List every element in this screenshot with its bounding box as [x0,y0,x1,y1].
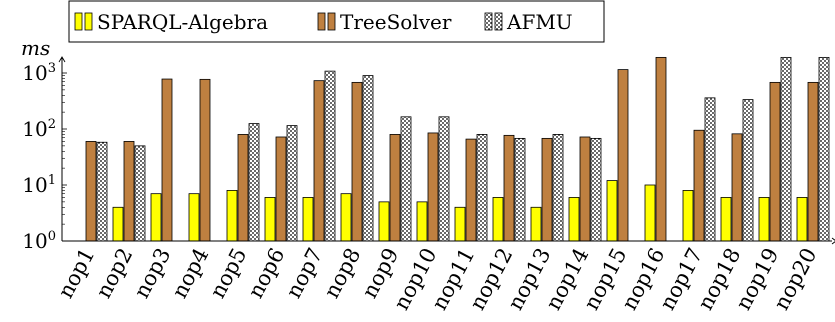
x-tick-label: nop7 [281,244,327,302]
bar [617,69,629,242]
bar [400,116,412,242]
bar [313,80,325,242]
y-axis-arrow [58,56,66,63]
bar [454,206,466,242]
bar [818,56,830,242]
bar [541,137,553,242]
bar [188,193,200,242]
bar [552,134,564,242]
legend-swatch [74,12,83,31]
bar [682,190,694,242]
x-tick-label: nop2 [91,244,137,302]
bar [378,201,390,242]
bar [503,134,515,242]
bar [123,141,135,242]
bar [96,141,108,242]
y-axis-label: ms [21,36,50,60]
bar [530,206,542,242]
legend-label: SPARQL-Algebra [97,10,268,34]
bar [514,137,526,242]
bar [161,78,173,242]
bar [579,136,591,242]
bar [199,78,211,242]
bar [731,133,743,242]
legend-swatch [317,12,326,31]
bar [704,97,716,242]
legend-label: TreeSolver [340,10,452,34]
x-tick-label: nop1 [53,244,99,302]
bar [427,132,439,242]
y-tick-label: 102 [22,117,56,141]
legend-swatch [84,12,93,31]
bar [758,197,770,242]
x-tick-label: nop8 [319,244,365,302]
legend-box [68,0,605,43]
bar [237,134,249,242]
bar [807,81,819,242]
bar [742,99,754,242]
x-tick-label: nop4 [167,244,213,302]
x-axis-arrow [831,237,835,245]
bar [606,180,618,242]
x-tick-label: nop5 [205,244,251,302]
bar [112,206,124,242]
bar [769,81,781,242]
bar [780,56,792,242]
y-tick-label: 101 [22,173,56,197]
x-tick-label: nop6 [243,244,289,302]
bar [655,56,667,242]
bar [150,193,162,242]
bar [134,145,146,242]
y-tick-label: 100 [22,229,56,253]
bar [568,197,580,242]
bar [492,197,504,242]
bar [720,197,732,242]
plot-area: 100 101 102 103 nop1nop2nop3nop4nop5nop6nop7… [21,0,835,314]
bar [85,141,97,242]
bar [644,184,656,242]
legend-swatch [494,12,503,31]
bar [796,197,808,242]
bar [264,197,276,242]
bar [693,129,705,242]
bar [590,137,602,242]
bar [275,136,287,242]
bar [302,197,314,242]
legend-label: AFMU [506,10,573,34]
legend-swatch [484,12,493,31]
bar [465,138,477,242]
legend-swatch [327,12,336,31]
bar [362,75,374,242]
bar [248,123,260,242]
bar [226,190,238,242]
y-tick-label: 103 [22,61,56,85]
bar [389,134,401,242]
bar [438,116,450,242]
x-tick-label: nop3 [129,244,175,302]
bar [340,193,352,242]
bar [324,70,336,242]
bar [416,201,428,242]
bar [476,134,488,242]
bar [286,125,298,242]
bar [351,81,363,242]
